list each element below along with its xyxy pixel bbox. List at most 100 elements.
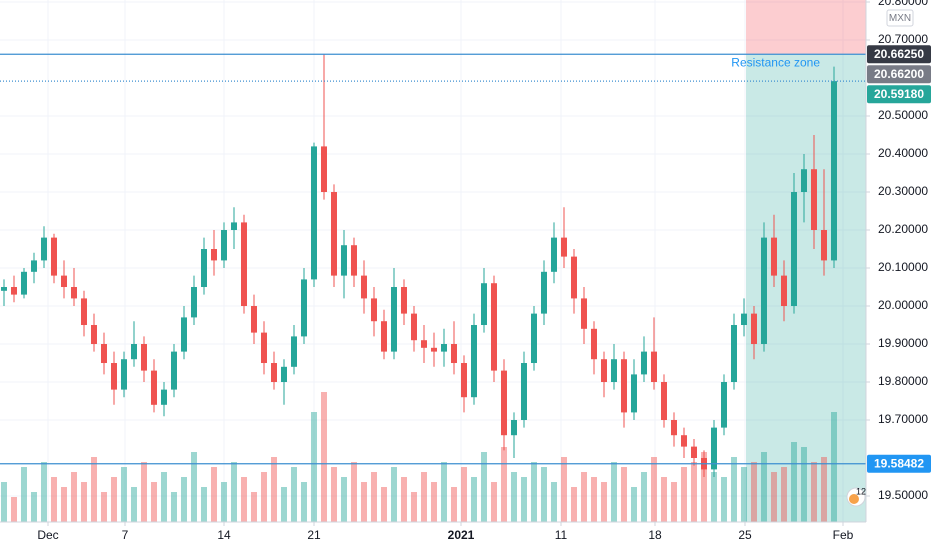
- candle-body: [511, 420, 517, 436]
- volume-bar: [701, 452, 707, 522]
- candle-body: [41, 237, 47, 261]
- volume-bar: [231, 462, 237, 522]
- volume-bar: [531, 462, 537, 522]
- volume-bar: [141, 462, 147, 522]
- volume-bar: [541, 467, 547, 522]
- volume-bar: [491, 482, 497, 522]
- candle-body: [111, 363, 117, 390]
- candle-body: [31, 260, 37, 272]
- volume-bar: [761, 452, 767, 522]
- volume-bar: [31, 492, 37, 522]
- candle-body: [231, 222, 237, 231]
- candle-body: [521, 363, 527, 421]
- candle-body: [181, 317, 187, 352]
- volume-bar: [281, 487, 287, 522]
- x-tick-label: Dec: [37, 528, 58, 542]
- volume-bar: [641, 472, 647, 522]
- candle-body: [51, 237, 57, 276]
- candle-body: [591, 328, 597, 360]
- events-badge: 12: [856, 486, 866, 496]
- volume-bar: [451, 487, 457, 522]
- volume-bar: [681, 467, 687, 522]
- volume-bar: [501, 447, 507, 522]
- candle-body: [791, 192, 797, 307]
- candle-body: [291, 336, 297, 367]
- volume-bar: [481, 452, 487, 522]
- candle-body: [671, 420, 677, 436]
- volume-bar: [781, 467, 787, 522]
- volume-bar: [591, 477, 597, 522]
- candle-body: [1, 287, 7, 291]
- x-tick-label: 11: [555, 528, 568, 542]
- candle-body: [341, 245, 347, 276]
- candle-body: [711, 427, 717, 470]
- candle-body: [131, 344, 137, 360]
- volume-bar: [561, 457, 567, 522]
- x-tick-label: Feb: [833, 528, 854, 542]
- volume-bar: [661, 477, 667, 522]
- y-tick-label: 20.30000: [878, 184, 928, 198]
- candle-body: [201, 249, 207, 288]
- volume-bar: [801, 447, 807, 522]
- candle-body: [451, 344, 457, 364]
- candle-body: [571, 256, 577, 299]
- y-tick-label: 19.50000: [878, 488, 928, 502]
- y-tick-label: 20.00000: [878, 298, 928, 312]
- volume-bar: [471, 477, 477, 522]
- volume-bar: [241, 477, 247, 522]
- candle-body: [211, 249, 217, 261]
- volume-bar: [621, 467, 627, 522]
- candle-body: [331, 192, 337, 276]
- candle-body: [391, 287, 397, 352]
- candle-body: [541, 271, 547, 314]
- x-tick-label: 25: [738, 528, 752, 542]
- price-label-box: [867, 45, 931, 64]
- candle-body: [681, 435, 687, 447]
- candle-body: [371, 298, 377, 322]
- y-tick-label: 20.10000: [878, 260, 928, 274]
- volume-bar: [431, 482, 437, 522]
- candle-body: [151, 370, 157, 405]
- volume-bar: [671, 482, 677, 522]
- candle-body: [401, 287, 407, 314]
- candle-body: [141, 344, 147, 371]
- volume-bar: [731, 457, 737, 522]
- volume-bar: [551, 482, 557, 522]
- volume-bar: [221, 482, 227, 522]
- y-tick-label: 20.20000: [878, 222, 928, 236]
- volume-bar: [651, 457, 657, 522]
- candle-body: [11, 287, 17, 295]
- x-tick-label: 14: [217, 528, 231, 542]
- volume-bar: [331, 467, 337, 522]
- volume-bar: [11, 497, 17, 522]
- volume-bar: [611, 462, 617, 522]
- candle-body: [121, 359, 127, 390]
- candle-body: [601, 359, 607, 383]
- volume-bar: [521, 477, 527, 522]
- price-label: 20.66200: [874, 67, 924, 81]
- volume-bar: [121, 467, 127, 522]
- candle-body: [551, 237, 557, 272]
- volume-bar: [301, 482, 307, 522]
- x-tick-label: 18: [648, 528, 662, 542]
- y-tick-label: 19.80000: [878, 374, 928, 388]
- candle-body: [251, 306, 257, 333]
- y-tick-label: 20.40000: [878, 146, 928, 160]
- price-label: 19.58482: [874, 456, 924, 470]
- volume-bar: [81, 482, 87, 522]
- volume-bar: [181, 477, 187, 522]
- volume-bar: [711, 472, 717, 522]
- volume-bar: [361, 482, 367, 522]
- candle-body: [161, 389, 167, 405]
- volume-bar: [461, 467, 467, 522]
- candle-body: [751, 313, 757, 345]
- candle-body: [461, 363, 467, 398]
- volume-bar: [741, 467, 747, 522]
- volume-bar: [631, 487, 637, 522]
- volume-bar: [101, 492, 107, 522]
- volume-bar: [271, 457, 277, 522]
- candle-body: [691, 446, 697, 459]
- volume-bar: [151, 482, 157, 522]
- events-flag: [849, 494, 859, 504]
